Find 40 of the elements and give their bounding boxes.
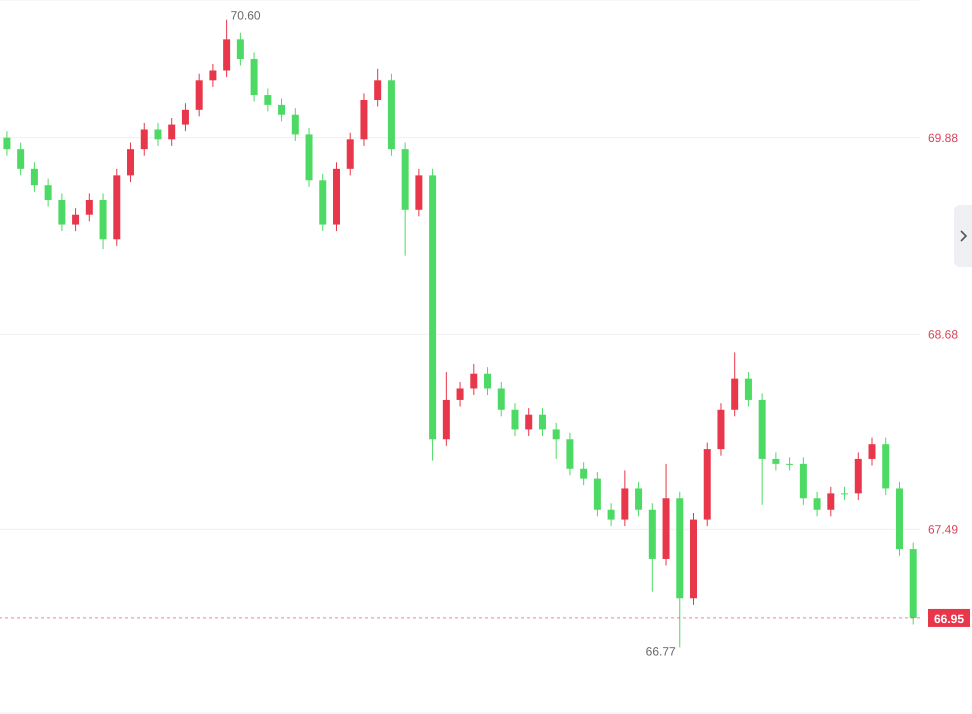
candlestick — [72, 208, 80, 232]
annotation: 70.60 — [230, 8, 261, 23]
candlestick — [86, 192, 93, 222]
candlestick — [154, 122, 162, 146]
candlestick — [511, 402, 518, 436]
y-tick-label: 67.49 — [928, 522, 958, 537]
candlestick — [140, 122, 148, 156]
candlestick — [3, 130, 10, 156]
candlestick — [786, 456, 794, 471]
candlestick — [17, 142, 24, 176]
candlestick — [814, 491, 821, 517]
candlestick — [44, 178, 52, 208]
candlestick — [182, 102, 189, 132]
candlestick — [772, 452, 780, 471]
annotation: 66.77 — [646, 644, 676, 658]
y-tick-label: 69.88 — [928, 130, 958, 145]
y-tick-label: 68.68 — [928, 328, 958, 342]
candlestick — [538, 408, 546, 436]
candlestick — [292, 108, 299, 142]
candlestick — [456, 381, 464, 407]
candlestick — [580, 462, 588, 486]
candlestick — [868, 437, 876, 466]
candlestick — [552, 422, 560, 460]
candlestick — [608, 502, 615, 527]
candlestick — [498, 381, 505, 417]
candlestick — [525, 408, 532, 436]
candlestick — [30, 162, 38, 192]
candlestick — [744, 372, 752, 407]
candlestick — [484, 366, 492, 396]
candlestick — [374, 68, 382, 108]
ref-line-label: 66.95 — [934, 612, 964, 626]
candlestick — [827, 486, 834, 517]
candlestick — [470, 363, 478, 396]
candlestick — [236, 32, 244, 66]
candlestick — [841, 486, 848, 500]
candlestick — [264, 88, 272, 112]
candlestick — [635, 481, 642, 517]
candlestick — [209, 63, 216, 88]
candlestick — [168, 118, 176, 146]
candlestick — [278, 98, 286, 122]
